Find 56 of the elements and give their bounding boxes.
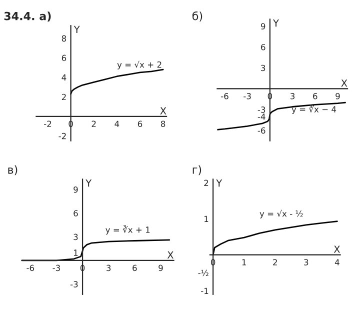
y-tick-label: -4 — [258, 114, 266, 120]
annotation: y = √x + 2 — [117, 60, 162, 70]
y-tick-label: -½ — [198, 270, 208, 276]
x-tick-label: -3 — [244, 93, 251, 100]
x-tick-label: 6 — [138, 120, 142, 128]
annotation: y = ∛x − 4 — [292, 104, 336, 114]
x-axis-title: X — [341, 80, 348, 87]
y-tick-label: 9 — [74, 186, 78, 193]
y-tick-label: 3 — [74, 234, 78, 240]
x-tick-label: -3 — [52, 264, 60, 272]
x-tick-label: -6 — [26, 264, 34, 272]
x-tick-label: 2 — [92, 120, 96, 127]
y-tick-label: 6 — [261, 44, 266, 50]
y-tick-label: 8 — [62, 35, 66, 42]
x-tick-label: 3 — [290, 93, 295, 100]
y-axis-title: Y — [74, 26, 80, 33]
y-tick-label: -2 — [58, 132, 66, 140]
x-tick-label: 8 — [160, 120, 166, 128]
x-tick-label: 6 — [132, 264, 137, 272]
chart-title: 34.4. а) — [4, 12, 51, 22]
line-series — [70, 68, 164, 95]
y-tick-label: 3 — [261, 64, 266, 72]
line-series — [212, 220, 338, 256]
y-tick-label: 6 — [62, 54, 66, 62]
x-tick-label: 9 — [336, 93, 340, 100]
y-tick-label: 6 — [74, 210, 78, 216]
x-tick-label: -2 — [44, 120, 52, 127]
y-tick-label: 2 — [204, 180, 208, 186]
chart-title: г) — [192, 165, 202, 176]
annotation: y = ∛x + 1 — [106, 224, 150, 234]
y-tick-label: -3 — [70, 281, 78, 288]
y-tick-label: -3 — [258, 106, 266, 113]
y-tick-label: 4 — [62, 74, 66, 81]
y-tick-label: -6 — [258, 127, 266, 134]
x-tick-label: 3 — [304, 259, 308, 266]
y-axis-title: Y — [273, 20, 279, 27]
annotation: y = √x - ½ — [260, 210, 303, 218]
x-axis-title: X — [160, 107, 166, 114]
chart-title: в) — [8, 165, 18, 176]
x-tick-label: 2 — [273, 259, 277, 266]
x-tick-label: 4 — [114, 120, 120, 127]
x-tick-label: 6 — [313, 93, 318, 100]
chart-title: б) — [192, 11, 202, 22]
y-axis-title: Y — [216, 180, 222, 187]
y-axis-title: Y — [86, 180, 92, 187]
y-tick-label: -1 — [200, 288, 208, 294]
x-tick-label: 4 — [334, 259, 340, 266]
x-tick-label: -6 — [220, 93, 228, 100]
x-tick-label: 3 — [106, 264, 111, 272]
x-axis-title: X — [167, 251, 174, 258]
x-tick-label: 1 — [242, 259, 246, 266]
y-tick-label: 1 — [74, 250, 78, 256]
x-tick-label: 9 — [158, 264, 163, 272]
x-axis-title: X — [334, 246, 340, 253]
y-tick-label: 9 — [260, 23, 266, 30]
y-tick-label: 1 — [204, 216, 208, 222]
